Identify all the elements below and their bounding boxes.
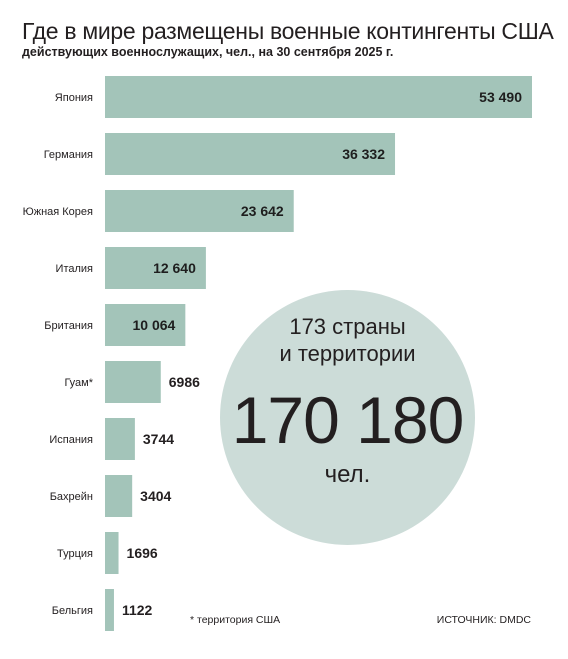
category-label: Япония [55,92,93,104]
category-label: Британия [44,320,93,332]
callout-total: 170 180 [231,383,465,457]
bar [105,247,206,289]
value-label: 53 490 [479,89,522,105]
callout-countries: 173 страны [289,314,406,339]
footnote: * территория США [190,614,281,626]
value-label: 12 640 [153,260,196,276]
callout-unit: чел. [324,461,371,488]
category-label: Бахрейн [50,491,93,503]
bar [105,190,294,232]
category-label: Турция [57,548,93,560]
bar [105,361,161,403]
value-label: 1122 [122,602,153,618]
source-note: ИСТОЧНИК: DMDC [436,614,531,626]
value-label: 6986 [169,374,200,390]
bar [105,304,186,346]
value-label: 10 064 [133,317,176,333]
bar [105,475,133,517]
bar [105,133,396,175]
value-label: 1696 [127,545,158,561]
chart-title: Где в мире размещены военные контингенты… [22,18,554,44]
callout-territories: и территории [279,341,416,366]
bar [105,418,135,460]
value-label: 23 642 [241,203,284,219]
category-label: Испания [49,434,93,446]
total-callout: 173 страны и территории 170 180 чел. [220,290,475,545]
bar [105,532,119,574]
category-label: Южная Корея [23,206,93,218]
value-label: 3744 [143,431,174,447]
category-label: Германия [44,149,93,161]
category-label: Гуам* [64,377,93,389]
category-label: Италия [56,263,94,275]
chart-subtitle: действующих военнослужащих, чел., на 30 … [22,45,394,59]
value-label: 3404 [140,488,171,504]
bar [105,589,114,631]
bar [105,76,532,118]
category-label: Бельгия [52,605,93,617]
value-label: 36 332 [342,146,385,162]
